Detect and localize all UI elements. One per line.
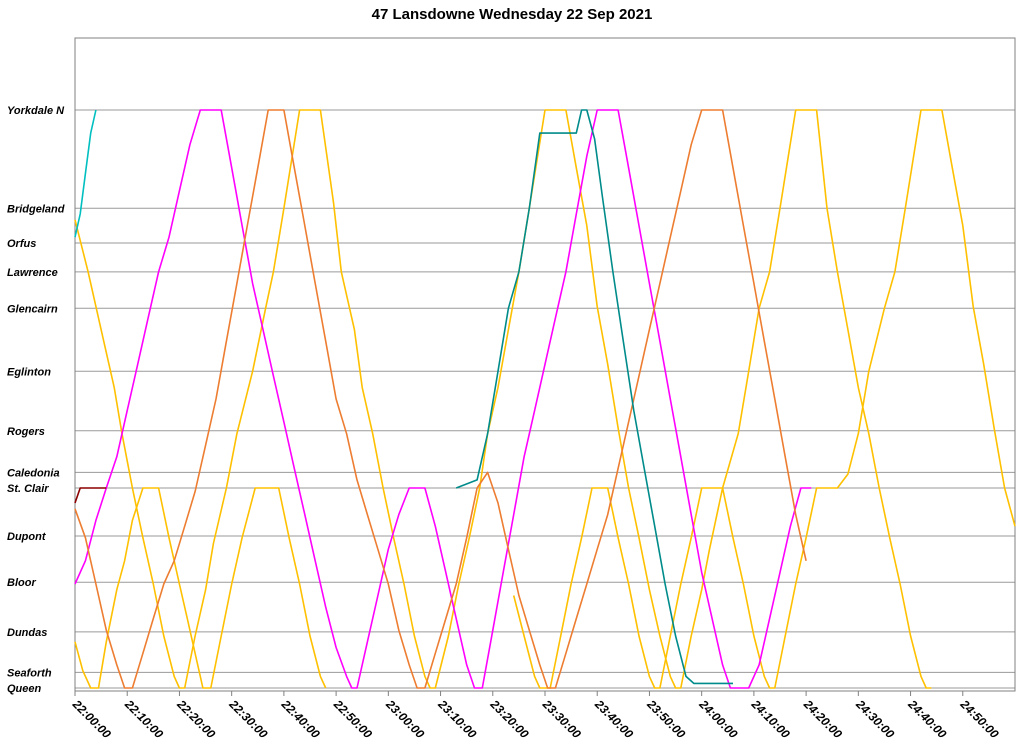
stop-label: Bridgeland xyxy=(7,203,65,215)
x-tick-label: 22:10:00 xyxy=(121,697,166,742)
x-tick-label: 24:30:00 xyxy=(853,697,898,742)
stop-label: Dundas xyxy=(7,627,47,639)
stop-label: Glencairn xyxy=(7,303,58,315)
x-tick-label: 22:00:00 xyxy=(69,697,114,742)
x-tick-label: 22:40:00 xyxy=(278,697,323,742)
series-lines xyxy=(74,109,1016,689)
chart-title: 47 Lansdowne Wednesday 22 Sep 2021 xyxy=(371,6,653,23)
stop-label: Orfus xyxy=(7,238,36,250)
stop-label: Eglinton xyxy=(7,366,51,378)
series-line-2 xyxy=(512,109,1016,689)
stop-label: Seaforth xyxy=(7,667,52,679)
x-tick-label: 23:30:00 xyxy=(539,697,584,742)
series-line-4 xyxy=(74,109,807,689)
grid-lines xyxy=(75,109,1015,689)
y-axis-stop-labels: Yorkdale N Bridgeland Orfus Lawrence Glencai… xyxy=(7,105,65,695)
series-line-0 xyxy=(74,109,932,689)
stop-label: Queen xyxy=(7,683,42,695)
x-tick-label: 23:10:00 xyxy=(435,697,480,742)
stop-label: Dupont xyxy=(7,531,47,543)
series-line-6 xyxy=(74,109,97,238)
x-tick-label: 23:50:00 xyxy=(644,697,689,742)
stop-label: Lawrence xyxy=(7,267,58,279)
x-tick-label: 23:00:00 xyxy=(383,697,428,742)
x-axis-time-labels: 22:00:00 22:10:00 22:20:00 22:30:00 22:40:00… xyxy=(69,691,1002,741)
x-tick-label: 24:50:00 xyxy=(957,697,1002,742)
series-line-1 xyxy=(74,487,327,689)
stop-label: Yorkdale N xyxy=(7,105,65,117)
stop-label: Bloor xyxy=(7,577,36,589)
x-tick-label: 22:50:00 xyxy=(330,697,375,742)
x-tick-label: 24:00:00 xyxy=(696,697,741,742)
series-line-5 xyxy=(455,109,733,685)
x-tick-label: 23:20:00 xyxy=(487,697,532,742)
stop-label: St. Clair xyxy=(7,483,49,495)
x-tick-label: 24:40:00 xyxy=(905,697,950,742)
x-tick-label: 22:30:00 xyxy=(226,697,271,742)
series-line-3 xyxy=(74,109,812,689)
series-line-7 xyxy=(74,487,107,504)
x-tick-label: 22:20:00 xyxy=(174,697,219,742)
x-tick-label: 24:10:00 xyxy=(748,697,793,742)
x-tick-label: 24:20:00 xyxy=(800,697,845,742)
stop-label: Caledonia xyxy=(7,467,60,479)
x-tick-label: 23:40:00 xyxy=(591,697,636,742)
stop-label: Rogers xyxy=(7,426,45,438)
